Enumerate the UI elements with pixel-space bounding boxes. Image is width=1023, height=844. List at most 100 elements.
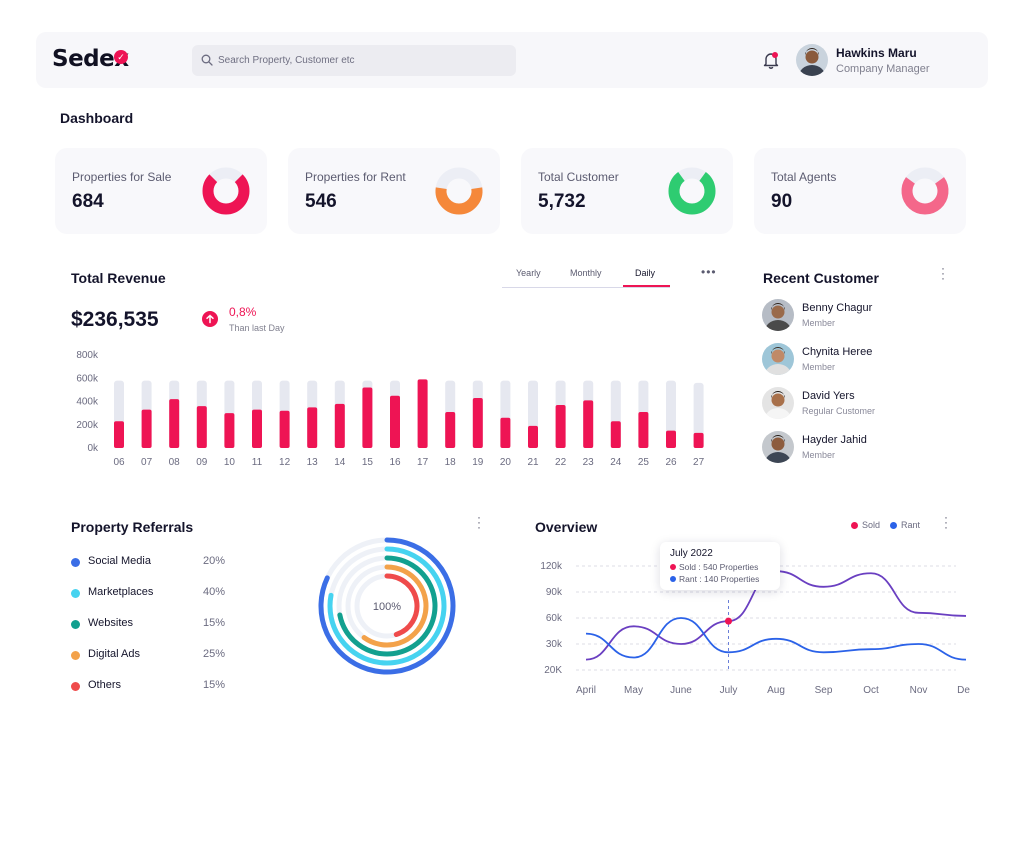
y-tick-label: 60k bbox=[546, 613, 563, 624]
x-tick-label: 14 bbox=[334, 457, 346, 468]
stat-value: 5,732 bbox=[538, 191, 586, 212]
referral-pct: 20% bbox=[203, 555, 226, 567]
series-line-rant bbox=[585, 617, 967, 661]
stat-card-agents[interactable]: Total Agents 90 bbox=[754, 148, 966, 234]
search-bar[interactable] bbox=[192, 45, 516, 76]
legend-dot bbox=[71, 558, 80, 567]
stat-donut-chart bbox=[435, 167, 483, 215]
referral-name: Social Media bbox=[88, 555, 151, 567]
x-tick-label: 18 bbox=[445, 457, 457, 468]
user-avatar[interactable] bbox=[796, 44, 828, 76]
referral-pct: 40% bbox=[203, 586, 226, 598]
ring-arc bbox=[327, 546, 447, 666]
revenue-bar[interactable] bbox=[169, 399, 180, 448]
revenue-bar[interactable] bbox=[500, 417, 511, 448]
legend-label: Rant bbox=[901, 520, 921, 530]
revenue-bar[interactable] bbox=[224, 413, 235, 448]
x-tick-label: Aug bbox=[767, 685, 785, 696]
ring-arc bbox=[384, 573, 420, 638]
donut-segment bbox=[901, 177, 949, 215]
y-tick-label: 90k bbox=[546, 587, 563, 598]
referral-name: Websites bbox=[88, 617, 134, 629]
customer-item[interactable]: Hayder Jahid Member bbox=[762, 431, 962, 465]
stat-card-customer[interactable]: Total Customer 5,732 bbox=[521, 148, 733, 234]
revenue-bar[interactable] bbox=[307, 407, 318, 448]
customer-role: Regular Customer bbox=[802, 406, 876, 416]
stat-value: 546 bbox=[305, 191, 337, 212]
x-tick-label: April bbox=[576, 685, 596, 696]
more-options-icon[interactable]: · · · bbox=[477, 510, 481, 534]
stat-label: Total Agents bbox=[771, 170, 837, 184]
revenue-bar[interactable] bbox=[528, 425, 538, 448]
tab-yearly[interactable]: Yearly bbox=[516, 268, 541, 278]
legend-dot bbox=[71, 682, 80, 691]
tab-monthly[interactable]: Monthly bbox=[570, 268, 602, 278]
revenue-bar[interactable] bbox=[666, 430, 676, 448]
revenue-bar[interactable] bbox=[638, 411, 649, 448]
revenue-bar[interactable] bbox=[114, 421, 124, 448]
avatar bbox=[762, 431, 794, 463]
referral-item: Others 15% bbox=[71, 679, 231, 695]
avatar bbox=[762, 299, 794, 331]
revenue-bar[interactable] bbox=[252, 409, 262, 448]
bar-track bbox=[693, 382, 704, 448]
donut-segment bbox=[435, 187, 483, 215]
referrals-title: Property Referrals bbox=[71, 519, 194, 535]
stat-value: 684 bbox=[72, 191, 104, 212]
revenue-bar[interactable] bbox=[445, 411, 456, 448]
highlight-point[interactable] bbox=[725, 617, 732, 625]
revenue-bar[interactable] bbox=[196, 406, 207, 448]
revenue-change-note: Than last Day bbox=[229, 323, 285, 333]
revenue-change: 0,8% bbox=[229, 305, 257, 319]
stat-donut-chart bbox=[901, 167, 949, 215]
tooltip-rant: Rant : 140 Properties bbox=[670, 574, 759, 584]
more-options-icon[interactable]: · · · bbox=[941, 261, 945, 285]
logo-mark-icon: ✓ bbox=[114, 50, 128, 64]
stat-card-sale[interactable]: Properties for Sale 684 bbox=[55, 148, 267, 234]
legend-dot bbox=[71, 589, 80, 598]
customer-item[interactable]: Chynita Heree Member bbox=[762, 343, 962, 377]
tooltip-sold-text: Sold : 540 Properties bbox=[679, 562, 759, 572]
x-tick-label: June bbox=[670, 685, 692, 696]
search-input[interactable] bbox=[218, 45, 508, 76]
trend-up-icon bbox=[202, 311, 218, 327]
revenue-bar-chart: 800k 600k 400k 200k 0k 06 07 08 09 10 11 12 13 14 15 16… bbox=[76, 350, 704, 468]
revenue-bar[interactable] bbox=[334, 403, 345, 448]
revenue-bar[interactable] bbox=[472, 398, 483, 448]
customer-role: Member bbox=[802, 450, 836, 460]
legend-rant: Rant bbox=[890, 520, 920, 530]
x-tick-label: 11 bbox=[252, 457, 263, 468]
stat-label: Total Customer bbox=[538, 170, 619, 184]
referral-item: Social Media 20% bbox=[71, 555, 231, 571]
customer-item[interactable]: Benny Chagur Member bbox=[762, 299, 962, 333]
revenue-bar[interactable] bbox=[362, 387, 373, 448]
y-tick-label: 400k bbox=[76, 397, 99, 408]
y-tick-label: 120k bbox=[540, 561, 563, 572]
revenue-bar[interactable] bbox=[390, 395, 400, 448]
referral-item: Digital Ads 25% bbox=[71, 648, 231, 664]
legend-dot bbox=[71, 651, 80, 660]
referrals-ring-chart: 100% bbox=[318, 537, 456, 675]
revenue-bar[interactable] bbox=[555, 404, 566, 448]
customer-role: Member bbox=[802, 318, 836, 328]
customer-item[interactable]: David Yers Regular Customer bbox=[762, 387, 962, 421]
referral-item: Marketplaces 40% bbox=[71, 586, 231, 602]
x-tick-label: July bbox=[720, 685, 738, 696]
x-tick-label: 12 bbox=[279, 457, 291, 468]
revenue-bar[interactable] bbox=[417, 379, 428, 448]
more-options-icon[interactable]: ••• bbox=[701, 265, 717, 279]
y-tick-label: 30k bbox=[546, 639, 563, 650]
legend-dot bbox=[851, 522, 858, 529]
tab-daily[interactable]: Daily bbox=[635, 268, 656, 278]
revenue-bar[interactable] bbox=[583, 400, 594, 448]
revenue-bar[interactable] bbox=[141, 409, 152, 448]
revenue-bar[interactable] bbox=[693, 432, 704, 448]
referral-pct: 15% bbox=[203, 679, 226, 691]
more-options-icon[interactable]: · · · bbox=[944, 510, 948, 534]
stat-card-rent[interactable]: Properties for Rent 546 bbox=[288, 148, 500, 234]
y-tick-label: 0k bbox=[87, 443, 99, 454]
revenue-bar[interactable] bbox=[279, 410, 290, 448]
stat-value: 90 bbox=[771, 191, 793, 212]
revenue-bar[interactable] bbox=[610, 421, 621, 448]
